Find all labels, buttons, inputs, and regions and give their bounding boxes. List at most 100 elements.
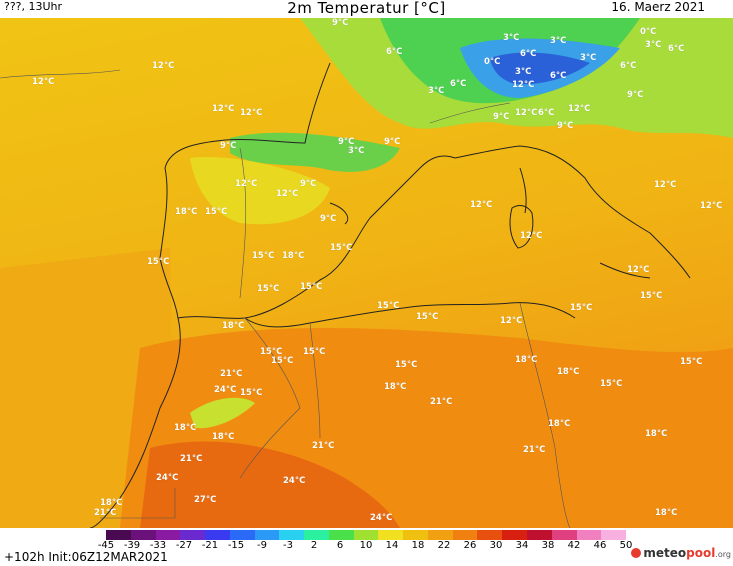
temperature-label: 15°C xyxy=(330,243,352,253)
temperature-label: 21°C xyxy=(180,454,202,464)
temperature-label: 18°C xyxy=(548,419,570,429)
temperature-label: 12°C xyxy=(276,189,298,199)
scale-tick-label: 6 xyxy=(336,540,344,551)
country-borders xyxy=(0,69,571,528)
temperature-label: 3°C xyxy=(348,146,364,156)
logo-accent-text: pool xyxy=(686,546,716,560)
meteopool-logo[interactable]: meteopool.org xyxy=(631,546,731,560)
scale-swatch xyxy=(155,530,181,540)
temperature-label: 9°C xyxy=(332,18,348,28)
scale-swatch xyxy=(576,530,602,540)
scale-tick-label: -21 xyxy=(201,540,219,551)
temperature-label: 12°C xyxy=(627,265,649,275)
scale-swatch xyxy=(427,530,453,540)
scale-swatch xyxy=(477,530,503,540)
temperature-label: 18°C xyxy=(174,423,196,433)
temperature-label: 15°C xyxy=(416,312,438,322)
scale-swatch xyxy=(254,530,280,540)
temperature-map: 12°C 12°C 12°C 12°C 12°C 12°C 12°C 12°C 12°C 12°C… xyxy=(0,18,733,528)
temperature-label: 3°C xyxy=(645,40,661,50)
sahara-hot-zone xyxy=(140,441,400,528)
temperature-label: 15°C xyxy=(205,207,227,217)
temperature-label: 6°C xyxy=(386,47,402,57)
temperature-label: 12°C xyxy=(152,61,174,71)
temperature-label: 15°C xyxy=(300,282,322,292)
temperature-label: 18°C xyxy=(222,321,244,331)
temperature-label: 12°C xyxy=(515,108,537,118)
color-scale-bar xyxy=(106,530,627,540)
scale-tick-label: 26 xyxy=(463,540,477,551)
scale-swatch xyxy=(601,530,627,540)
scale-tick-label: 46 xyxy=(593,540,607,551)
atlas-cool-zone xyxy=(190,397,255,429)
temperature-label: 18°C xyxy=(100,498,122,508)
temperature-label: 18°C xyxy=(212,432,234,442)
scale-swatch xyxy=(353,530,379,540)
scale-tick-label: 22 xyxy=(437,540,451,551)
temperature-label: 15°C xyxy=(395,360,417,370)
temperature-label: 24°C xyxy=(214,385,236,395)
temperature-label: 27°C xyxy=(194,495,216,505)
alpine-coldest-zone xyxy=(490,52,590,85)
temperature-label: 6°C xyxy=(668,44,684,54)
temperature-label: 12°C xyxy=(212,104,234,114)
temperature-label: 18°C xyxy=(515,355,537,365)
temperature-label: 9°C xyxy=(338,137,354,147)
temperature-label: 9°C xyxy=(220,141,236,151)
scale-tick-label: 18 xyxy=(411,540,425,551)
scale-swatch xyxy=(527,530,552,540)
temperature-label: 9°C xyxy=(627,90,643,100)
scale-swatch xyxy=(130,530,156,540)
scale-tick-label: 2 xyxy=(310,540,318,551)
scale-tick-label: 30 xyxy=(489,540,503,551)
temperature-label: 12°C xyxy=(470,200,492,210)
temperature-label: 12°C xyxy=(568,104,590,114)
scale-swatch xyxy=(229,530,255,540)
temperature-label: 21°C xyxy=(312,441,334,451)
temperature-label: 3°C xyxy=(550,36,566,46)
temperature-label: 12°C xyxy=(240,108,262,118)
map-footer: -45 -39 -33 -27 -21 -15 -9 -3 2 6 10 14 18 22 26 30 34 38… xyxy=(0,528,733,566)
scale-tick-label: -15 xyxy=(227,540,245,551)
scale-tick-label: 50 xyxy=(619,540,633,551)
scale-tick-label: -33 xyxy=(149,540,167,551)
temperature-label: 12°C xyxy=(512,80,534,90)
temperature-label: 15°C xyxy=(260,347,282,357)
temperature-label: 0°C xyxy=(640,27,656,37)
scale-swatch xyxy=(304,530,329,540)
temperature-label: 6°C xyxy=(450,79,466,89)
scale-tick-label: -9 xyxy=(257,540,267,551)
temperature-label: 12°C xyxy=(700,201,722,211)
temperature-label: 3°C xyxy=(580,53,596,63)
scale-tick-label: -39 xyxy=(123,540,141,551)
temperature-label: 6°C xyxy=(538,108,554,118)
scale-swatch xyxy=(180,530,206,540)
temperature-label: 18°C xyxy=(655,508,677,518)
temperature-label: 3°C xyxy=(503,33,519,43)
color-scale-ticks: -45 -39 -33 -27 -21 -15 -9 -3 2 6 10 14 18 22 26 30 34 38… xyxy=(98,540,633,552)
scale-swatch xyxy=(205,530,230,540)
scale-swatch xyxy=(279,530,305,540)
temperature-label: 15°C xyxy=(640,291,662,301)
temperature-label: 15°C xyxy=(303,347,325,357)
temperature-label: 18°C xyxy=(557,367,579,377)
logo-suffix-text: .org xyxy=(715,550,731,559)
temperature-label: 15°C xyxy=(252,251,274,261)
temperature-label: 12°C xyxy=(235,179,257,189)
model-run-info: +102h Init:06Z12MAR2021 xyxy=(4,550,168,564)
temperature-label: 12°C xyxy=(500,316,522,326)
iberian-mild-zone xyxy=(190,157,330,225)
map-canvas: 12°C 12°C 12°C 12°C 12°C 12°C 12°C 12°C 12°C 12°C… xyxy=(0,18,733,528)
temperature-label: 24°C xyxy=(156,473,178,483)
map-header: ???, 13Uhr 2m Temperatur [°C] 16. Maerz … xyxy=(0,0,733,18)
scale-swatch xyxy=(502,530,528,540)
forecast-date: 16. Maerz 2021 xyxy=(611,0,705,14)
logo-dot-icon xyxy=(631,548,642,558)
map-title: 2m Temperatur [°C] xyxy=(287,0,446,17)
scale-swatch xyxy=(328,530,354,540)
scale-tick-label: 14 xyxy=(385,540,399,551)
temperature-label: 6°C xyxy=(520,49,536,59)
temperature-label: 18°C xyxy=(175,207,197,217)
temperature-label: 24°C xyxy=(283,476,305,486)
scale-swatch xyxy=(452,530,478,540)
